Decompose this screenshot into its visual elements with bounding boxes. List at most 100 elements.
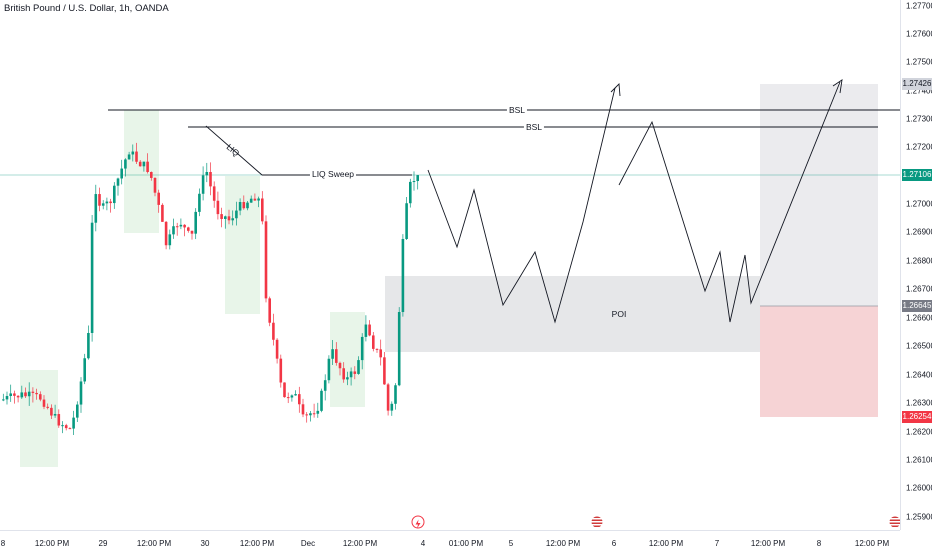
time-axis[interactable]: 8 12:00 PM 29 12:00 PM 30 12:00 PM Dec 1… — [0, 530, 900, 551]
candle-body — [305, 414, 308, 416]
candle-body — [90, 222, 94, 333]
candle-body — [105, 201, 109, 204]
candle-body — [212, 186, 216, 201]
candle-body — [135, 151, 138, 162]
candle-body — [153, 177, 157, 193]
candle-body — [157, 192, 160, 205]
candles-group — [2, 142, 419, 436]
candle-body — [253, 198, 257, 201]
candle-body — [268, 298, 271, 323]
target-zone[interactable] — [760, 84, 878, 306]
candle-body — [401, 239, 405, 313]
candle-body — [53, 414, 57, 416]
candle-body — [275, 339, 279, 359]
candle-body — [316, 410, 320, 414]
candle-body — [198, 193, 201, 212]
candle-body — [416, 175, 419, 182]
price-tick: 1.27200 — [906, 142, 932, 152]
arrow-head-2 — [832, 79, 843, 94]
liq-line[interactable] — [205, 125, 263, 176]
time-label: 12:00 PM — [545, 539, 581, 548]
candle-body — [342, 368, 345, 380]
candle-body — [57, 414, 61, 426]
price-axis[interactable]: 1.27700 1.27600 1.27500 1.27400 1.27300 … — [900, 0, 932, 530]
target-price-tag: 1.27426 — [902, 78, 932, 90]
candle-body — [397, 312, 401, 386]
us-flag-icon[interactable] — [889, 516, 900, 528]
candle-body — [183, 224, 186, 228]
candle-body — [16, 395, 20, 398]
us-flag-icon[interactable] — [591, 516, 603, 528]
candle-body — [235, 210, 238, 219]
candle-body — [124, 159, 127, 169]
candle-body — [187, 227, 190, 231]
candle-body — [31, 391, 35, 393]
time-label: 12:00 PM — [854, 539, 890, 548]
price-tick: 1.26100 — [906, 455, 932, 465]
candle-body — [209, 171, 212, 187]
candle-body — [383, 357, 386, 385]
price-tick: 1.27400 — [906, 86, 932, 96]
projection-path-1[interactable] — [427, 87, 616, 324]
candle-body — [109, 201, 112, 204]
chart-area[interactable]: British Pound / U.S. Dollar, 1h, OANDA B… — [0, 0, 900, 530]
candle-body — [353, 371, 357, 374]
candle-body — [335, 349, 338, 363]
time-label: 12:00 PM — [239, 539, 275, 548]
candle-body — [87, 332, 90, 359]
candle-body — [261, 198, 264, 222]
candle-body — [194, 211, 197, 234]
candle-body — [327, 358, 331, 381]
candle-body — [64, 425, 68, 429]
price-tick: 1.26500 — [906, 341, 932, 351]
candle-body — [386, 384, 390, 411]
price-tick: 1.26200 — [906, 427, 932, 437]
time-label: 7 — [714, 539, 720, 548]
candle-body — [249, 198, 253, 203]
candle-body — [357, 360, 360, 374]
candle-body — [179, 224, 183, 227]
time-label: 12:00 PM — [750, 539, 786, 548]
highlight-box — [124, 110, 159, 233]
candle-body — [364, 324, 368, 337]
time-label: 29 — [98, 539, 108, 548]
candle-body — [150, 171, 153, 178]
candle-body — [220, 214, 223, 219]
candle-body — [168, 234, 172, 246]
candle-body — [286, 397, 290, 399]
candle-body — [39, 394, 42, 400]
candle-body — [61, 425, 64, 427]
highlight-box — [20, 370, 58, 467]
candle-body — [175, 226, 179, 228]
candle-body — [68, 428, 72, 430]
time-label: 12:00 PM — [342, 539, 378, 548]
candle-body — [405, 203, 408, 240]
candle-body — [116, 178, 120, 186]
lightning-event-icon[interactable] — [411, 515, 425, 529]
stop-zone[interactable] — [760, 306, 878, 417]
price-tick: 1.27600 — [906, 29, 932, 39]
candle-body — [346, 377, 349, 380]
price-chart[interactable] — [0, 0, 900, 530]
candle-body — [231, 218, 234, 221]
projection-path-2[interactable] — [618, 81, 841, 323]
candle-body — [368, 324, 371, 336]
candle-body — [294, 394, 297, 396]
time-label: 4 — [420, 539, 426, 548]
candle-body — [216, 200, 220, 215]
candle-body — [172, 226, 175, 235]
price-tick: 1.26300 — [906, 398, 932, 408]
candle-body — [205, 171, 209, 176]
candle-body — [20, 392, 24, 398]
candle-body — [323, 380, 327, 391]
price-tick: 1.26700 — [906, 284, 932, 294]
candle-body — [9, 393, 12, 397]
bsl-label-lower: BSL — [523, 122, 545, 132]
candle-body — [127, 154, 131, 160]
time-label: 12:00 PM — [648, 539, 684, 548]
candle-body — [142, 161, 146, 167]
candle-body — [379, 349, 382, 358]
candle-body — [309, 413, 312, 416]
candle-body — [375, 348, 379, 350]
candle-body — [290, 395, 294, 398]
